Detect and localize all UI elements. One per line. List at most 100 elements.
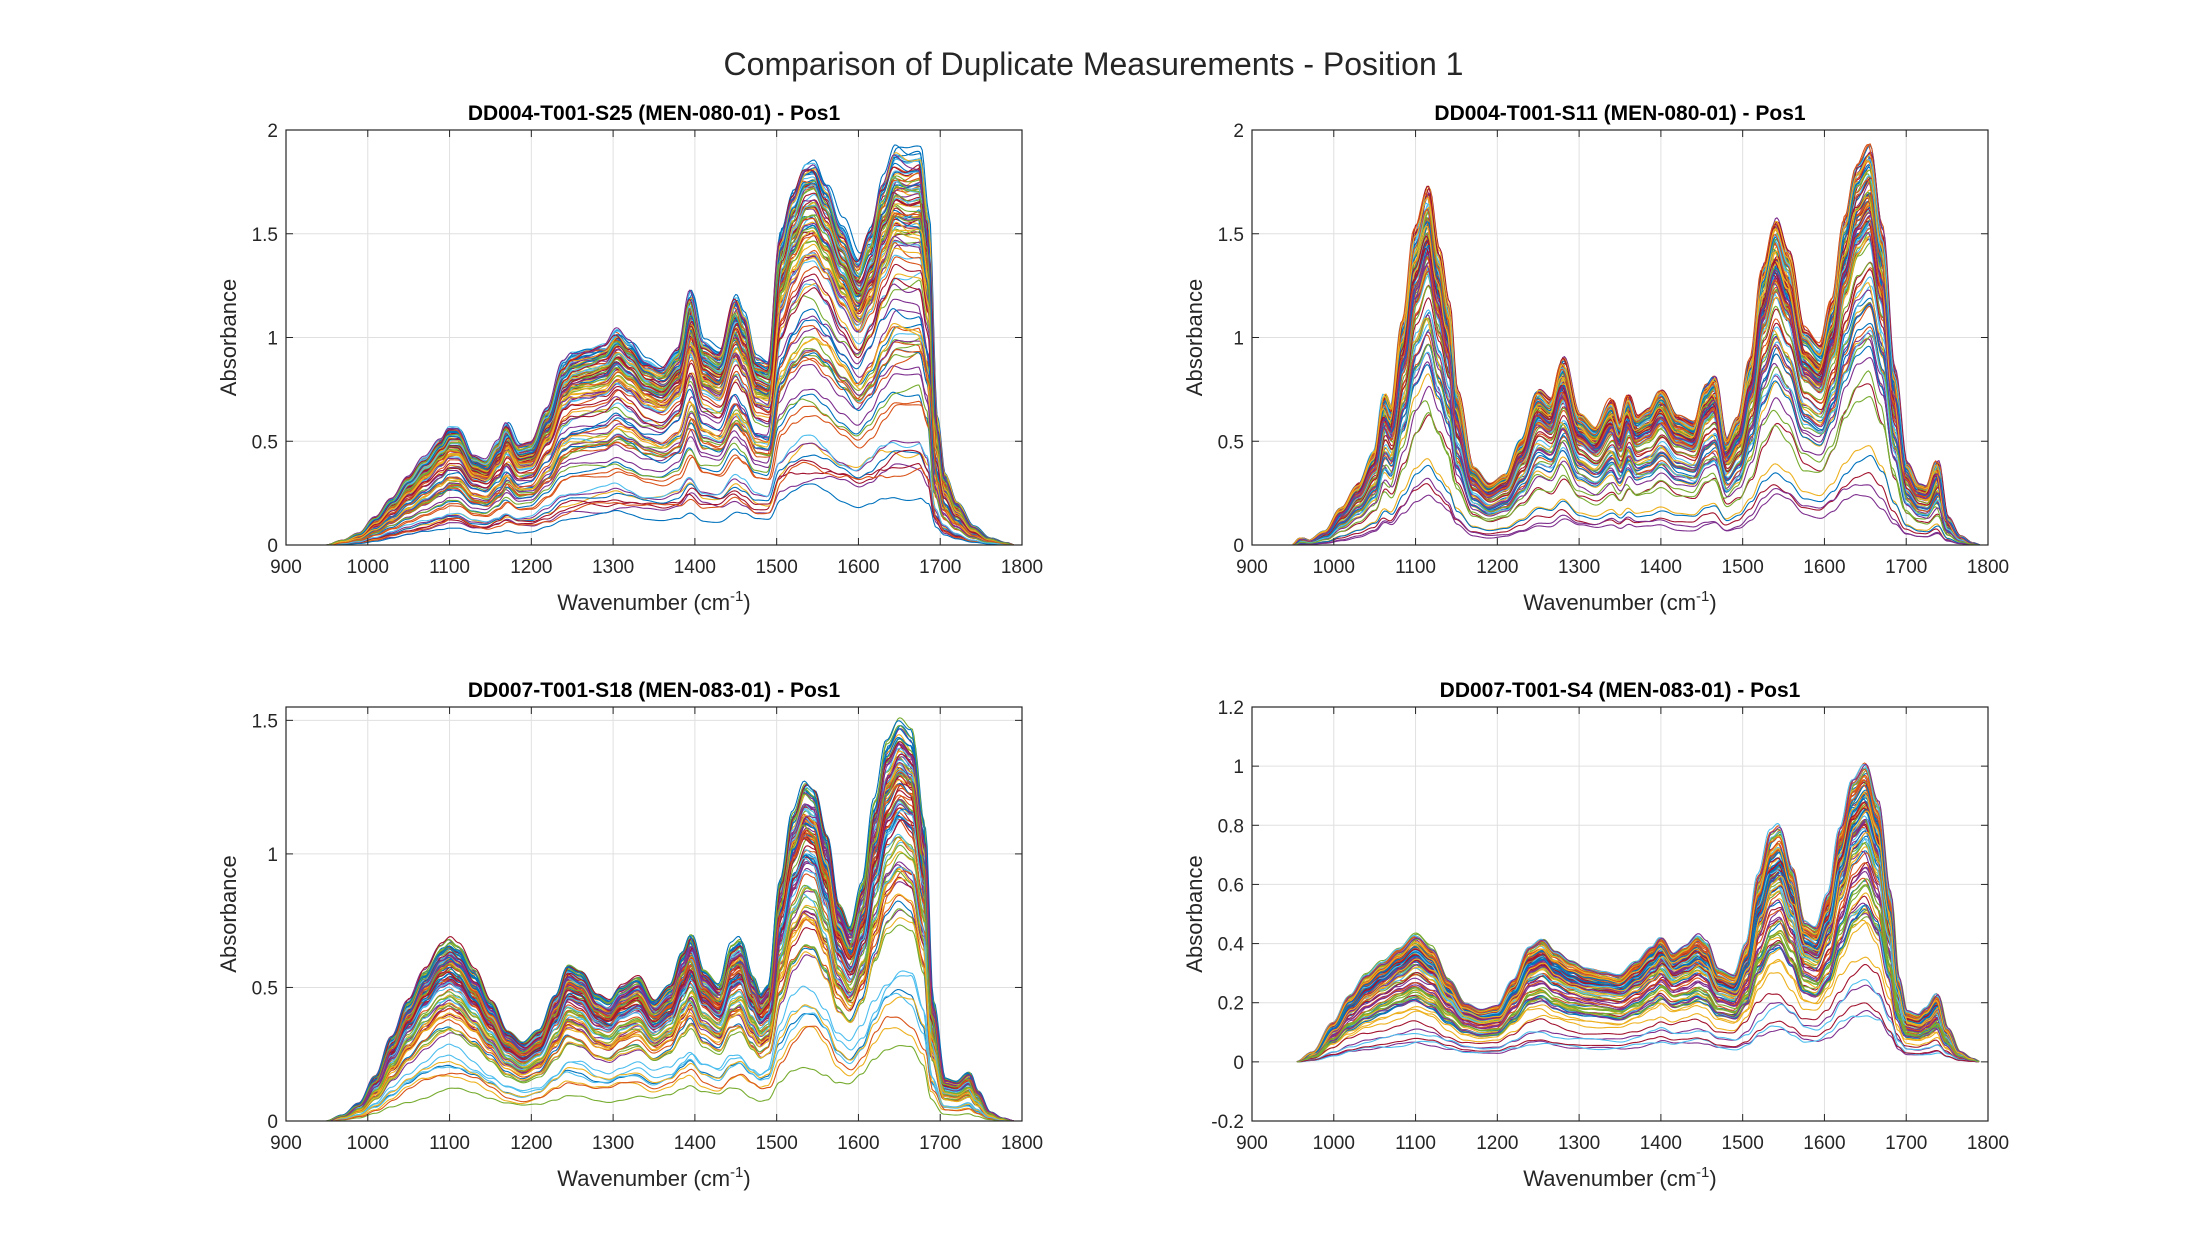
x-tick-label: 1100 xyxy=(429,1133,470,1154)
series-line xyxy=(326,278,1014,545)
series-line xyxy=(1292,345,1980,545)
series-line xyxy=(1292,301,1980,545)
y-tick-label: 0.6 xyxy=(1218,875,1244,896)
panel-title: DD004-T001-S25 (MEN-080-01) - Pos1 xyxy=(468,102,841,125)
series-line xyxy=(326,348,1014,545)
series-line xyxy=(1296,905,1980,1063)
series-line xyxy=(326,182,1014,545)
series-line xyxy=(1292,454,1980,545)
x-tick-label: 1200 xyxy=(510,557,552,578)
series-line xyxy=(1296,956,1980,1063)
series-line xyxy=(326,761,1014,1121)
series-line xyxy=(1296,885,1980,1063)
y-tick-label: 0.8 xyxy=(1218,816,1244,837)
series-line xyxy=(326,400,1014,545)
series-line xyxy=(1292,304,1980,545)
series-line xyxy=(1296,785,1980,1063)
series-line xyxy=(326,192,1014,545)
series-line xyxy=(326,1025,1014,1121)
series-line xyxy=(1296,774,1980,1063)
series-line xyxy=(326,996,1014,1121)
x-tick-label: 1100 xyxy=(429,557,470,578)
series-line xyxy=(326,326,1014,545)
y-tick-label: 1.5 xyxy=(252,711,278,732)
series-line xyxy=(1296,763,1980,1063)
y-tick-label: 0.2 xyxy=(1218,994,1244,1015)
series-line xyxy=(326,215,1014,545)
x-tick-label: 1600 xyxy=(1803,557,1845,578)
x-tick-label: 1000 xyxy=(1313,1133,1355,1154)
series-line xyxy=(1296,880,1980,1063)
series-line xyxy=(1296,1009,1980,1063)
series-line xyxy=(326,434,1014,545)
x-tick-label: 1300 xyxy=(1558,1133,1600,1154)
series-line xyxy=(326,1016,1014,1121)
x-tick-label: 1300 xyxy=(592,1133,634,1154)
series-line xyxy=(326,741,1014,1121)
series-line xyxy=(1296,862,1980,1063)
series-line xyxy=(1292,268,1980,545)
series-line xyxy=(326,893,1014,1121)
y-axis-label: Absorbance xyxy=(216,855,241,972)
series-line xyxy=(1292,276,1980,545)
x-tick-label: 1700 xyxy=(919,1133,961,1154)
y-tick-label: 1 xyxy=(267,845,278,866)
x-tick-label: 1800 xyxy=(1967,557,2009,578)
series-line xyxy=(326,235,1014,545)
x-tick-label: 1800 xyxy=(1001,1133,1043,1154)
series-line xyxy=(326,844,1014,1121)
y-tick-label: 0 xyxy=(1233,536,1244,557)
y-tick-label: 1.5 xyxy=(252,225,278,246)
series-line xyxy=(326,769,1014,1121)
series-line xyxy=(326,900,1014,1121)
series-line xyxy=(326,373,1014,545)
series-line xyxy=(1292,493,1980,545)
series-line xyxy=(326,307,1014,545)
series-line xyxy=(1296,841,1980,1063)
x-tick-label: 1600 xyxy=(837,557,879,578)
series-line xyxy=(1292,329,1980,545)
series-line xyxy=(326,263,1014,545)
series-line xyxy=(1292,477,1980,545)
series-line xyxy=(1296,870,1980,1063)
series-line xyxy=(326,870,1014,1121)
y-tick-label: 1 xyxy=(1233,329,1244,350)
series-line xyxy=(1292,357,1980,545)
axes-box xyxy=(285,706,1023,1122)
series-line xyxy=(326,440,1014,545)
x-tick-label: 1700 xyxy=(1885,1133,1927,1154)
series-line xyxy=(326,894,1014,1121)
series-line xyxy=(1296,963,1980,1063)
y-tick-label: 0 xyxy=(1233,1053,1244,1074)
series-line xyxy=(326,483,1014,545)
x-tick-label: 1200 xyxy=(510,1133,552,1154)
series-line xyxy=(1292,212,1980,545)
series-line xyxy=(1292,335,1980,545)
series-line xyxy=(1292,144,1980,545)
x-axis-label: Wavenumber (cm-1) xyxy=(1523,1164,1716,1191)
y-tick-label: 2 xyxy=(1233,121,1244,142)
x-tick-label: 900 xyxy=(270,557,302,578)
series-line xyxy=(1296,919,1980,1063)
x-tick-label: 1000 xyxy=(347,557,389,578)
panel-title: DD007-T001-S4 (MEN-083-01) - Pos1 xyxy=(1440,679,1801,702)
series-line xyxy=(1296,1002,1980,1063)
series-line xyxy=(326,461,1014,545)
x-tick-label: 1100 xyxy=(1395,1133,1436,1154)
series-line xyxy=(1296,1015,1980,1063)
series-line xyxy=(326,836,1014,1121)
x-tick-label: 1300 xyxy=(592,557,634,578)
series-line xyxy=(326,728,1014,1121)
x-tick-label: 1400 xyxy=(674,1133,716,1154)
series-line xyxy=(326,322,1014,545)
series-group xyxy=(1296,762,1980,1063)
y-tick-label: 0.5 xyxy=(252,432,278,453)
series-line xyxy=(326,277,1014,545)
x-tick-label: 900 xyxy=(1236,557,1268,578)
series-line xyxy=(326,463,1014,545)
series-line xyxy=(326,247,1014,545)
series-group xyxy=(1292,143,1980,545)
series-line xyxy=(1296,763,1980,1063)
x-tick-label: 1500 xyxy=(756,557,798,578)
series-line xyxy=(1292,217,1980,545)
